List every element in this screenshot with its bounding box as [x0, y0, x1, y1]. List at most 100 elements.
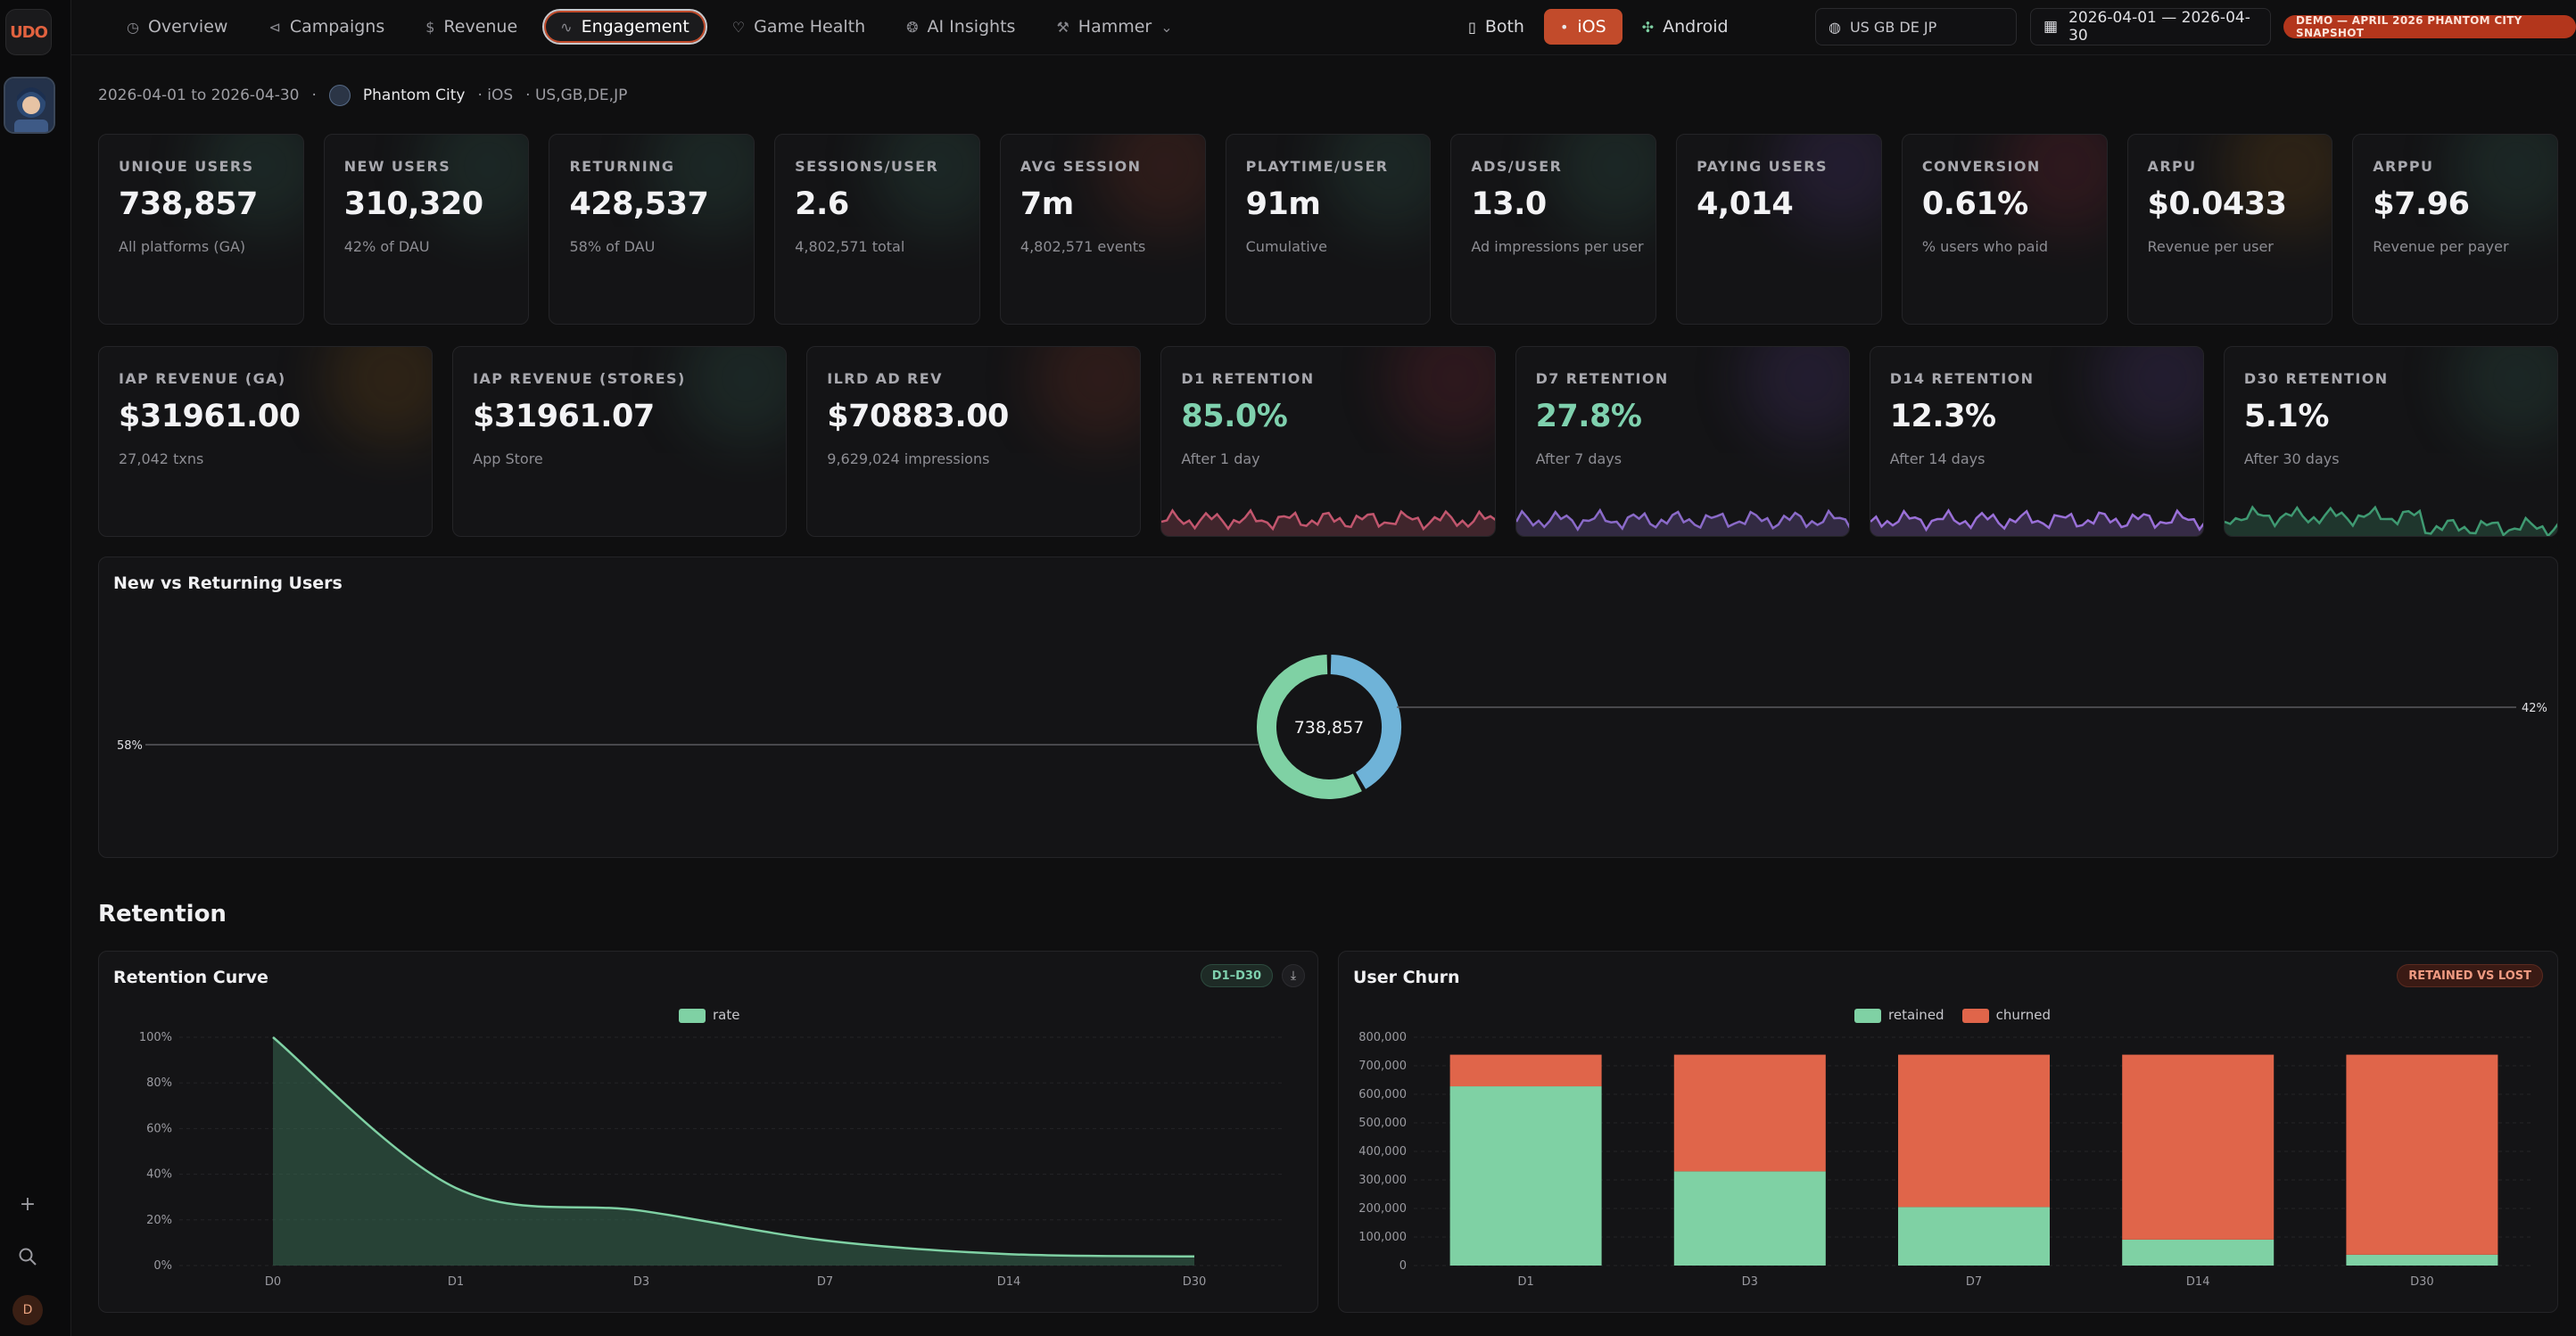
- x-tick-label: D7: [1966, 1275, 1982, 1289]
- platform-ios[interactable]: • iOS: [1543, 9, 1622, 45]
- y-tick-label: 300,000: [1358, 1174, 1407, 1187]
- retention-sparkline: [2224, 505, 2557, 536]
- app-logo[interactable]: UDO: [5, 9, 52, 55]
- retention-sparkline: [1515, 507, 1849, 536]
- platform-both[interactable]: ▯ Both: [1452, 9, 1540, 45]
- search-icon[interactable]: [16, 1247, 39, 1270]
- breadcrumb-countries: · US,GB,DE,JP: [525, 87, 628, 104]
- donut-slice-returning: [1257, 655, 1362, 799]
- bar-churned-d1: [1449, 1054, 1602, 1087]
- card-glow: [1033, 347, 1141, 445]
- tab-ai-insights[interactable]: ❂ AI Insights: [890, 9, 1031, 45]
- new-vs-returning-card: New vs Returning Users 738,857 42% 58%: [98, 557, 2558, 858]
- platform-label: Android: [1663, 17, 1729, 37]
- globe-icon: ◍: [1829, 18, 1841, 36]
- hammer-icon: ⚒: [1056, 18, 1069, 36]
- retained-vs-lost-badge: RETAINED VS LOST: [2397, 964, 2543, 987]
- x-tick-label: D30: [1183, 1275, 1207, 1289]
- retention-range-badge: D1–D30: [1200, 964, 1273, 987]
- x-tick-label: D1: [1517, 1275, 1533, 1289]
- bar-retained-d30: [2346, 1254, 2498, 1266]
- new-vs-returning-title: New vs Returning Users: [113, 573, 343, 593]
- kpi-label: D1 RETENTION: [1181, 370, 1315, 387]
- card-glow: [1323, 135, 1431, 233]
- user-churn-title: User Churn: [1353, 968, 1460, 987]
- donut-center-label: 738,857: [1294, 718, 1365, 738]
- retention-area-fill: [273, 1037, 1194, 1266]
- apple-icon: •: [1559, 18, 1569, 36]
- y-tick-label: 0%: [153, 1259, 172, 1273]
- card-glow: [1741, 347, 1849, 445]
- kpi-unique-users: UNIQUE USERS 738,857 All platforms (GA): [98, 134, 304, 325]
- x-tick-label: D3: [1742, 1275, 1758, 1289]
- tab-engagement[interactable]: ∿ Engagement: [542, 9, 707, 45]
- kpi-label: IAP REVENUE (STORES): [473, 370, 686, 387]
- kpi-label: AVG SESSION: [1020, 158, 1142, 175]
- download-icon[interactable]: ⤓: [1282, 964, 1305, 987]
- platform-android[interactable]: ✣ Android: [1626, 9, 1745, 45]
- top-bar: ◷ Overview ⊲ Campaigns $ Revenue ∿ Engagement ♡ G…: [71, 0, 2576, 55]
- kpi-subtext: After 30 days: [2243, 450, 2340, 467]
- card-glow: [679, 347, 787, 445]
- kpi-subtext: Revenue per payer: [2373, 238, 2509, 255]
- date-range-picker[interactable]: ▦ 2026-04-01 — 2026-04-30: [2030, 8, 2271, 45]
- demo-badge: DEMO — APRIL 2026 PHANTOM CITY SNAPSHOT: [2283, 14, 2576, 39]
- kpi-subtext: App Store: [473, 450, 543, 467]
- kpi-d30-retention: D30 RETENTION 5.1% After 30 days: [2223, 346, 2558, 537]
- kpi-label: IAP REVENUE (GA): [119, 370, 286, 387]
- y-tick-label: 200,000: [1358, 1202, 1407, 1216]
- game-avatar-phantom-city[interactable]: [4, 77, 55, 134]
- card-glow: [1387, 347, 1495, 445]
- tab-revenue[interactable]: $ Revenue: [409, 9, 533, 45]
- retention-sparkline: [1161, 508, 1495, 536]
- tab-campaigns[interactable]: ⊲ Campaigns: [252, 9, 400, 45]
- card-glow: [325, 347, 433, 445]
- kpi-arpu: ARPU $0.0433 Revenue per user: [2126, 134, 2333, 325]
- x-tick-label: D7: [817, 1275, 833, 1289]
- breadcrumb-sep: ·: [311, 87, 317, 104]
- kpi-subtext: Revenue per user: [2147, 238, 2274, 255]
- platform-label: iOS: [1577, 17, 1606, 37]
- add-icon[interactable]: +: [19, 1193, 37, 1216]
- retention-sparkline: [1870, 507, 2203, 536]
- tab-overview[interactable]: ◷ Overview: [111, 9, 244, 45]
- kpi-avg-session: AVG SESSION 7m 4,802,571 events: [999, 134, 1206, 325]
- game-avatar-image: [5, 78, 54, 132]
- kpi-subtext: After 7 days: [1535, 450, 1622, 467]
- y-tick-label: 100%: [139, 1031, 172, 1044]
- kpi-label: ILRD AD REV: [827, 370, 943, 387]
- x-tick-label: D14: [997, 1275, 1021, 1289]
- kpi-subtext: All platforms (GA): [119, 238, 246, 255]
- bar-churned-d3: [1673, 1054, 1826, 1172]
- y-tick-label: 800,000: [1358, 1031, 1407, 1044]
- kpi-value: $70883.00: [827, 399, 1009, 434]
- android-icon: ✣: [1641, 18, 1655, 36]
- tab-label: Game Health: [754, 17, 866, 37]
- tab-hammer[interactable]: ⚒ Hammer ⌄: [1040, 9, 1188, 45]
- bar-churned-d7: [1898, 1054, 2050, 1208]
- card-glow: [1548, 135, 1656, 233]
- kpi-sessions-user: SESSIONS/USER 2.6 4,802,571 total: [774, 134, 980, 325]
- churn-legend: retained churned: [1854, 1007, 2051, 1023]
- kpi-arppu: ARPPU $7.96 Revenue per payer: [2352, 134, 2558, 325]
- geo-filter[interactable]: ◍ US GB DE JP: [1815, 8, 2017, 45]
- bar-retained-d3: [1673, 1171, 1826, 1266]
- left-sidebar: UDO + D: [0, 0, 71, 1336]
- kpi-ilrd-ad-rev: ILRD AD REV $70883.00 9,629,024 impression…: [806, 346, 1142, 537]
- kpi-playtime-user: PLAYTIME/USER 91m Cumulative: [1225, 134, 1432, 325]
- kpi-value: 5.1%: [2243, 399, 2330, 434]
- clock-icon: ◷: [127, 18, 139, 36]
- dollar-icon: $: [425, 18, 435, 36]
- kpi-ads-user: ADS/USER 13.0 Ad impressions per user: [1450, 134, 1657, 325]
- brain-icon: ❂: [906, 18, 919, 36]
- megaphone-icon: ⊲: [268, 18, 281, 36]
- card-glow: [2449, 347, 2557, 445]
- y-tick-label: 500,000: [1358, 1117, 1407, 1130]
- y-tick-label: 600,000: [1358, 1088, 1407, 1101]
- phone-icon: ▯: [1468, 18, 1476, 36]
- x-tick-label: D3: [633, 1275, 649, 1289]
- kpi-label: NEW USERS: [343, 158, 451, 175]
- tab-game-health[interactable]: ♡ Game Health: [716, 9, 881, 45]
- user-avatar[interactable]: D: [12, 1295, 43, 1325]
- kpi-d1-retention: D1 RETENTION 85.0% After 1 day: [1160, 346, 1496, 537]
